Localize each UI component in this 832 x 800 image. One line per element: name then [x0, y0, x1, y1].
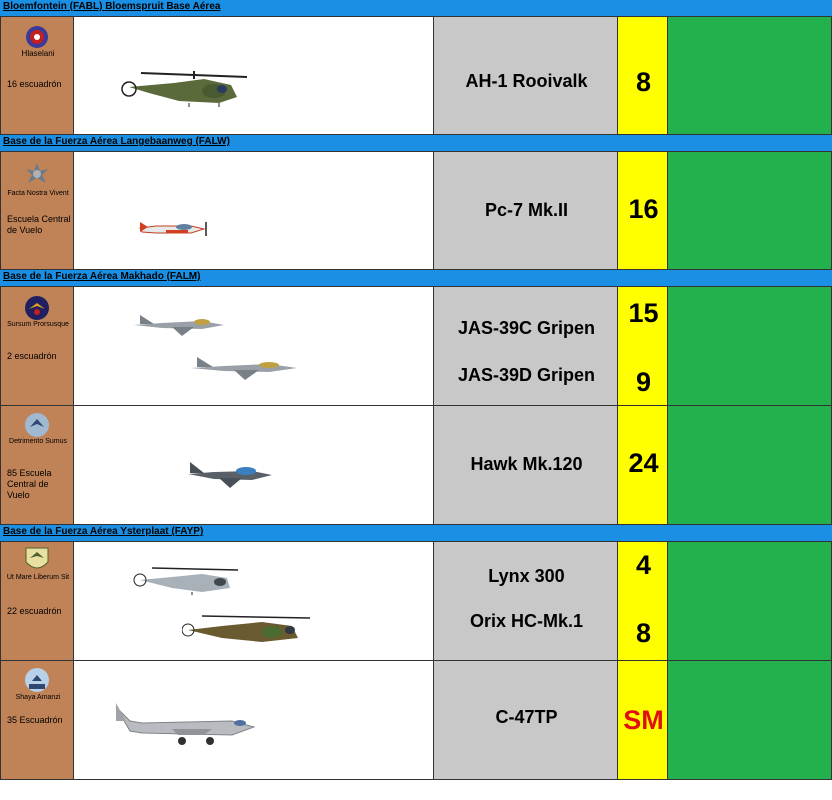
- count-cell: 24: [617, 405, 668, 525]
- base-title[interactable]: Base de la Fuerza Aérea Langebaanweg (FA…: [3, 136, 230, 147]
- aircraft-name-cell: JAS-39C Gripen JAS-39D Gripen: [433, 286, 618, 406]
- aircraft-name: Hawk Mk.120: [470, 454, 583, 474]
- aircraft-name: Orix HC-Mk.1: [469, 611, 584, 631]
- aircraft-name: JAS-39D Gripen: [457, 365, 596, 385]
- status-cell: [667, 286, 832, 406]
- gripen-jet-icon: [191, 357, 297, 380]
- rooivalk-helicopter-icon: [121, 71, 248, 107]
- squadron-22-emblem-icon: [25, 547, 49, 569]
- unit-motto: Shaya Amanzi: [15, 694, 61, 701]
- base-title[interactable]: Base de la Fuerza Aérea Ysterplaat (FAYP…: [3, 526, 204, 537]
- aircraft-count: 8: [635, 618, 652, 648]
- unit-name: 22 escuadrón: [7, 606, 62, 616]
- aircraft-name-cell: Lynx 300 Orix HC-Mk.1: [433, 541, 618, 661]
- unit-cell: Shaya Amanzi 35 Escuadrón: [0, 660, 74, 780]
- gripen-jet-icon: [134, 315, 224, 336]
- aircraft-name: Lynx 300: [488, 566, 565, 586]
- unit-motto: Ut Mare Liberum Sit: [6, 574, 70, 581]
- aircraft-count: 15: [628, 298, 659, 328]
- aircraft-name: C-47TP: [495, 707, 558, 727]
- base-title[interactable]: Base de la Fuerza Aérea Makhado (FALM): [3, 271, 201, 282]
- base-header-fayp: Base de la Fuerza Aérea Ysterplaat (FAYP…: [0, 525, 832, 542]
- aircraft-count: 9: [635, 367, 652, 397]
- squadron-85-emblem-icon: [25, 413, 49, 437]
- unit-cell: Detrimento Sumus 85 Escuela Central de V…: [0, 405, 74, 525]
- helicopter-icon: [133, 567, 239, 595]
- table-row: Detrimento Sumus 85 Escuela Central de V…: [0, 405, 832, 525]
- unit-name: 35 Escuadrón: [7, 715, 63, 725]
- unit-cell: Ut Mare Liberum Sit 22 escuadrón: [0, 541, 74, 661]
- aircraft-name: JAS-39C Gripen: [457, 318, 596, 338]
- aircraft-image-cell: [73, 16, 434, 135]
- count-cell: 8: [617, 16, 668, 135]
- status-cell: [667, 405, 832, 525]
- central-flying-school-emblem-icon: [26, 163, 48, 183]
- aircraft-status-sm: SM: [623, 705, 664, 735]
- unit-motto: Hlaselani: [21, 49, 55, 58]
- aircraft-count: 4: [635, 550, 652, 580]
- base-header-falw: Base de la Fuerza Aérea Langebaanweg (FA…: [0, 135, 832, 152]
- unit-name: 16 escuadrón: [7, 79, 62, 89]
- status-cell: [667, 151, 832, 270]
- hawk-jet-icon: [188, 462, 272, 488]
- unit-cell: Sursum Prorsusque 2 escuadrón: [0, 286, 74, 406]
- squadron-2-emblem-icon: [25, 296, 49, 320]
- table-row: Ut Mare Liberum Sit 22 escuadrón Lynx 30…: [0, 541, 832, 661]
- base-header-falm: Base de la Fuerza Aérea Makhado (FALM): [0, 270, 832, 287]
- status-cell: [667, 541, 832, 661]
- aircraft-image-cell: [73, 541, 434, 661]
- pc7-trainer-icon: [139, 222, 207, 236]
- table-row: Hlaselani 16 escuadrón AH-1 Rooivalk 8: [0, 16, 832, 135]
- aircraft-image-cell: [73, 286, 434, 406]
- aircraft-count: 8: [635, 67, 652, 97]
- dakota-transport-icon: [115, 703, 256, 745]
- squadron-16-emblem-icon: [26, 26, 48, 48]
- table-row: Sursum Prorsusque 2 escuadrón JAS-39C Gr…: [0, 286, 832, 406]
- aircraft-image-cell: [73, 151, 434, 270]
- base-title[interactable]: Bloemfontein (FABL) Bloemspruit Base Aér…: [3, 1, 221, 12]
- unit-motto: Facta Nostra Vivent: [7, 190, 69, 197]
- aircraft-image-cell: [73, 660, 434, 780]
- unit-cell: Hlaselani 16 escuadrón: [0, 16, 74, 135]
- unit-name: 85 Escuela Central de Vuelo: [7, 468, 52, 500]
- count-cell: 15 9: [617, 286, 668, 406]
- aircraft-count: 16: [628, 194, 659, 224]
- table-row: Shaya Amanzi 35 Escuadrón C-47TP SM: [0, 660, 832, 780]
- unit-name: 2 escuadrón: [7, 351, 57, 361]
- count-cell: 16: [617, 151, 668, 270]
- squadron-35-emblem-icon: [25, 668, 49, 692]
- unit-name: Escuela Central de Vuelo: [7, 214, 71, 235]
- table-row: Facta Nostra Vivent Escuela Central de V…: [0, 151, 832, 270]
- aircraft-name-cell: Pc-7 Mk.II: [433, 151, 618, 270]
- aircraft-image-cell: [73, 405, 434, 525]
- status-cell: [667, 16, 832, 135]
- status-cell: [667, 660, 832, 780]
- unit-cell: Facta Nostra Vivent Escuela Central de V…: [0, 151, 74, 270]
- count-cell: SM: [617, 660, 668, 780]
- count-cell: 4 8: [617, 541, 668, 661]
- base-header-fabl: Bloemfontein (FABL) Bloemspruit Base Aér…: [0, 0, 832, 17]
- aircraft-name-cell: Hawk Mk.120: [433, 405, 618, 525]
- unit-motto: Sursum Prorsusque: [7, 321, 69, 328]
- helicopter-icon: [182, 615, 311, 642]
- aircraft-name-cell: C-47TP: [433, 660, 618, 780]
- aircraft-name-cell: AH-1 Rooivalk: [433, 16, 618, 135]
- aircraft-count: 24: [628, 448, 659, 478]
- aircraft-name: AH-1 Rooivalk: [465, 71, 588, 91]
- aircraft-name: Pc-7 Mk.II: [484, 200, 569, 220]
- unit-motto: Detrimento Sumus: [9, 438, 67, 445]
